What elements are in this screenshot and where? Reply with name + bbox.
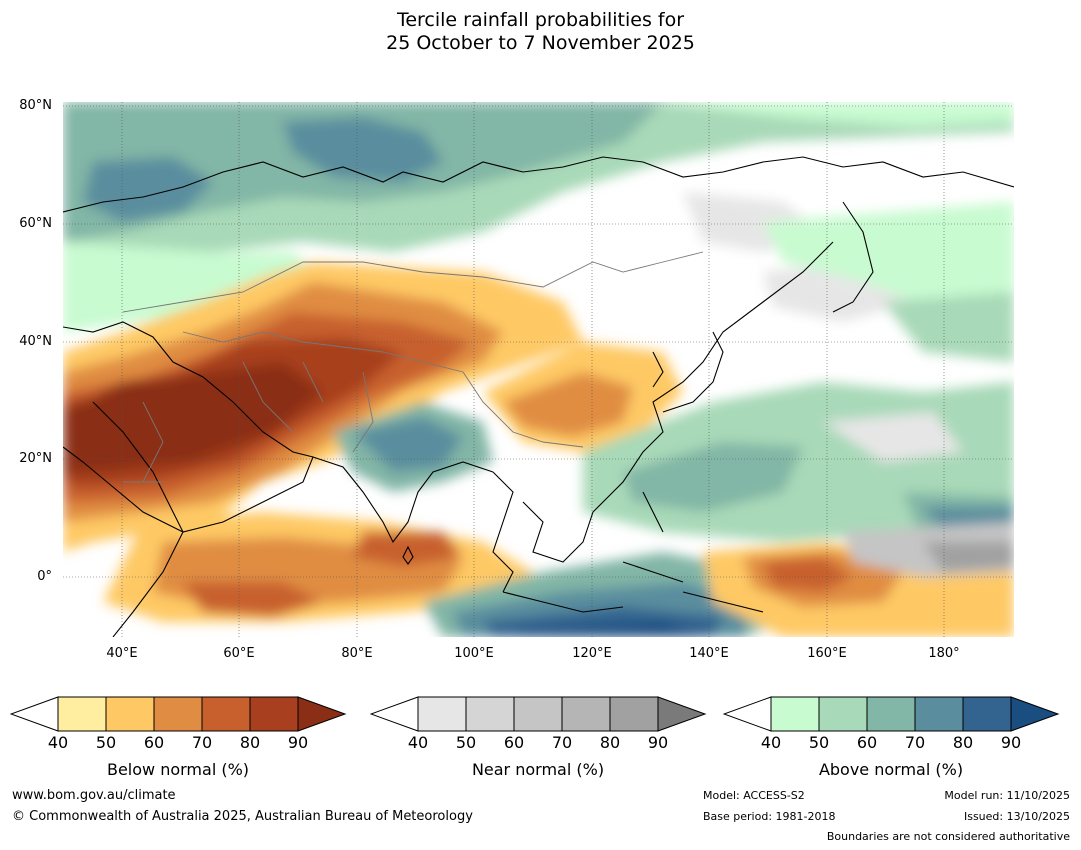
colorbar-segment: [914, 696, 964, 732]
near-normal-label: Near normal (%): [471, 760, 605, 779]
lon-label-80e: 80°E: [341, 646, 373, 661]
colorbar-segment: [465, 696, 515, 732]
colorbar-min-triangle: [10, 696, 59, 732]
colorbar-segment: [770, 696, 820, 732]
colorbar-max-triangle: [297, 696, 347, 732]
colorbar-segment: [201, 696, 251, 732]
colorbar-tick-label: 50: [455, 733, 477, 752]
disclaimer-text: Boundaries are not considered authoritat…: [826, 830, 1070, 843]
lat-label-60n: 60°N: [19, 216, 52, 231]
colorbar-segment: [561, 696, 611, 732]
colorbar-tick-label: 40: [47, 733, 69, 752]
colorbar-segment: [818, 696, 868, 732]
lat-label-80n: 80°N: [19, 98, 52, 113]
colorbar-segment: [105, 696, 155, 732]
lat-label-0: 0°: [37, 569, 52, 584]
country-boundaries: [122, 251, 704, 483]
lon-label-140e: 140°E: [689, 646, 729, 661]
probability-map: [63, 102, 1014, 637]
colorbar-tick-label: 90: [1000, 733, 1022, 752]
colorbar-segment: [153, 696, 203, 732]
colorbar-tick-label: 50: [95, 733, 117, 752]
base-period-text: Base period: 1981-2018: [703, 810, 836, 823]
colorbar-tick-label: 70: [191, 733, 213, 752]
colorbar-max-triangle: [657, 696, 707, 732]
lon-label-120e: 120°E: [572, 646, 612, 661]
colorbar-segment: [513, 696, 563, 732]
colorbar-tick-label: 80: [952, 733, 974, 752]
lat-label-20n: 20°N: [19, 451, 52, 466]
colorbar-segment: [609, 696, 659, 732]
colorbar-tick-label: 70: [904, 733, 926, 752]
colorbar-tick-label: 50: [808, 733, 830, 752]
lon-label-160e: 160°E: [807, 646, 847, 661]
above-normal-label: Above normal (%): [818, 760, 964, 779]
map-canvas: [63, 102, 1014, 637]
colorbar-segment: [249, 696, 299, 732]
chart-title: Tercile rainfall probabilities for 25 Oc…: [0, 9, 1081, 55]
colorbar-tick-label: 90: [287, 733, 309, 752]
above-normal-colorbar: [723, 696, 1060, 732]
lon-label-40e: 40°E: [106, 646, 138, 661]
colorbar-tick-label: 60: [143, 733, 165, 752]
colorbar-max-triangle: [1010, 696, 1060, 732]
colorbar-tick-label: 40: [407, 733, 429, 752]
lon-label-100e: 100°E: [454, 646, 494, 661]
near-normal-colorbar: [370, 696, 707, 732]
lon-label-180: 180°: [928, 646, 960, 661]
below-normal-colorbar: [10, 696, 347, 732]
colorbar-segment: [57, 696, 107, 732]
colorbar-tick-label: 80: [239, 733, 261, 752]
gridlines: [63, 102, 1014, 637]
colorbar-segment: [417, 696, 467, 732]
issued-text: Issued: 13/10/2025: [963, 810, 1070, 823]
colorbar-tick-label: 70: [551, 733, 573, 752]
lon-label-60e: 60°E: [223, 646, 255, 661]
colorbar-tick-label: 40: [760, 733, 782, 752]
colorbar-tick-label: 90: [647, 733, 669, 752]
colorbar-min-triangle: [723, 696, 772, 732]
colorbar-tick-label: 60: [503, 733, 525, 752]
model-run-text: Model run: 11/10/2025: [944, 789, 1070, 802]
lat-label-40n: 40°N: [19, 334, 52, 349]
title-line-2: 25 October to 7 November 2025: [386, 32, 695, 54]
title-line-1: Tercile rainfall probabilities for: [396, 9, 685, 31]
colorbar-min-triangle: [370, 696, 419, 732]
coastlines: [63, 156, 1014, 637]
website-link[interactable]: www.bom.gov.au/climate: [12, 788, 176, 803]
below-normal-label: Below normal (%): [106, 760, 250, 779]
colorbar-tick-label: 80: [599, 733, 621, 752]
copyright-text: © Commonwealth of Australia 2025, Austra…: [12, 809, 473, 824]
model-text: Model: ACCESS-S2: [703, 789, 805, 802]
colorbar-tick-label: 60: [856, 733, 878, 752]
colorbar-segment: [866, 696, 916, 732]
colorbar-segment: [962, 696, 1012, 732]
